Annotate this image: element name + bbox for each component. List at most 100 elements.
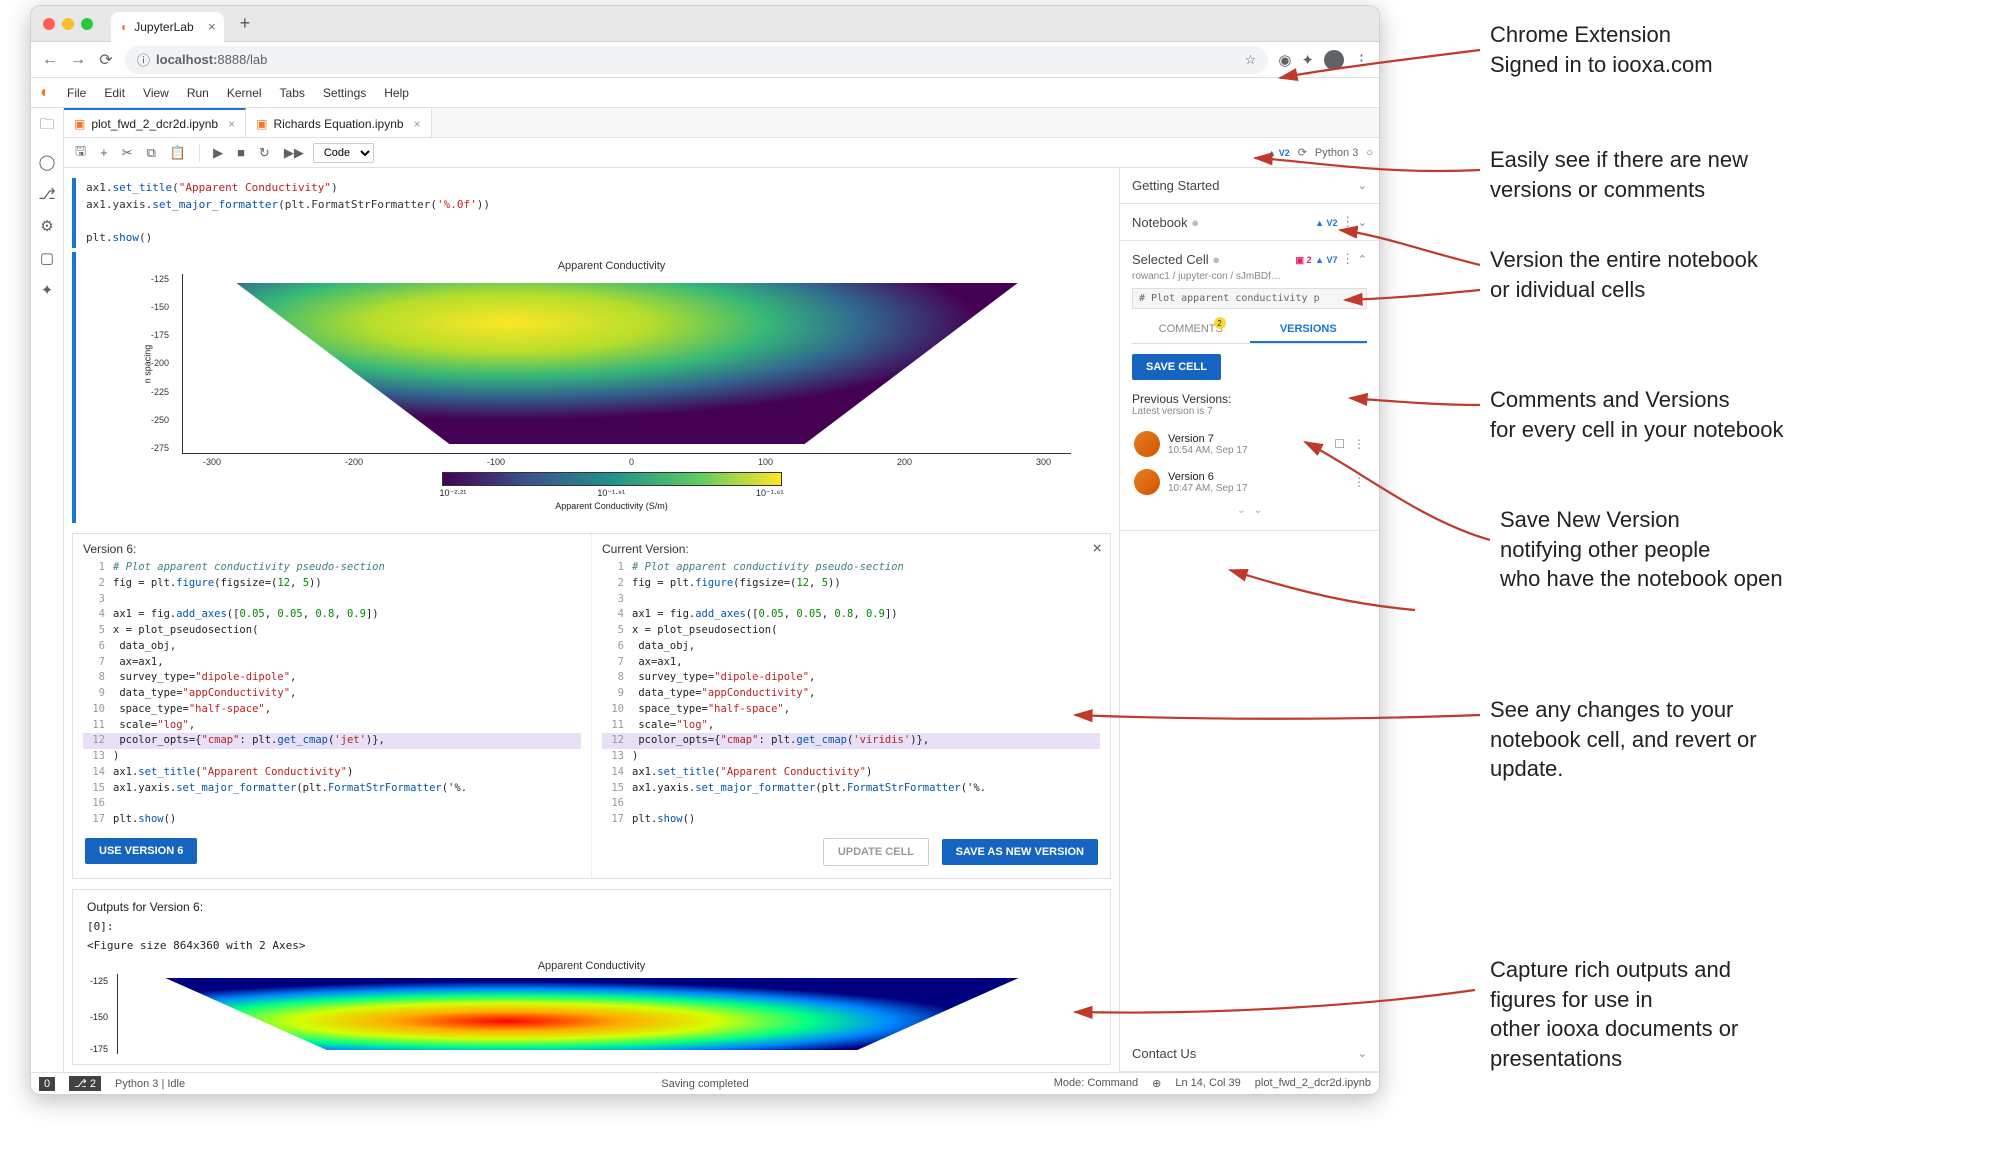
version-item[interactable]: Version 710:54 AM, Sep 17 ☐ ⋮ [1132, 425, 1367, 463]
close-icon[interactable]: × [228, 117, 235, 131]
code-block: 1# Plot apparent conductivity pseudo-sec… [83, 560, 581, 828]
url-path: 8888/lab [217, 52, 267, 67]
tabs-icon[interactable]: ▢ [40, 249, 54, 267]
bookmark-icon[interactable]: ☐ [1334, 437, 1345, 451]
avatar [1134, 469, 1160, 495]
diff-right-title: Current Version: [602, 542, 1100, 556]
menu-settings[interactable]: Settings [315, 82, 374, 104]
save-cell-button[interactable]: SAVE CELL [1132, 354, 1221, 380]
extension-manager-icon[interactable]: ✦ [41, 281, 54, 299]
chevron-up-icon: ⌃ [1358, 254, 1367, 266]
version-item[interactable]: Version 610:47 AM, Sep 17 ⋮ [1132, 463, 1367, 501]
extension-icon[interactable]: ◉ [1278, 51, 1291, 69]
chevron-down-icon: ⌄ [1358, 179, 1367, 192]
section-notebook[interactable]: Notebook ● ▲ V2 ⋮ ⌄ [1132, 214, 1367, 230]
kernel-status: Python 3 | Idle [115, 1078, 185, 1090]
browser-tab-title: JupyterLab [134, 20, 193, 34]
breadcrumb: rowanc1 / jupyter-con / sJmBDf… [1132, 271, 1367, 282]
section-selected-cell[interactable]: Selected Cell ● ▣ 2 ▲ V7 ⋮ ⌃ [1132, 251, 1367, 267]
browser-toolbar: ← → ⟳ ⓘ localhost:8888/lab ☆ ◉ ✦ ⋮ [31, 42, 1379, 78]
traffic-lights [43, 18, 93, 30]
annotation-text: Version the entire notebook or idividual… [1490, 245, 1758, 304]
files-icon[interactable]: 🗀 [39, 114, 54, 139]
reload-icon[interactable]: ⟳ [97, 50, 115, 70]
running-icon[interactable]: ◯ [39, 153, 56, 171]
section-contact-us[interactable]: Contact Us⌄ [1132, 1046, 1367, 1061]
jupyter-logo-icon: ◐ [31, 79, 59, 107]
version-diff-panel: × Version 6: 1# Plot apparent conductivi… [72, 533, 1111, 879]
kernel-status-icon: ○ [1366, 147, 1373, 159]
code-cell[interactable]: ax1.set_title("Apparent Conductivity") a… [82, 178, 1111, 248]
save-status: Saving completed [661, 1078, 748, 1090]
maximize-icon[interactable] [81, 18, 93, 30]
notebook-tab[interactable]: ▣ Richards Equation.ipynb × [246, 108, 431, 137]
back-icon[interactable]: ← [41, 51, 59, 69]
extensions-menu-icon[interactable]: ✦ [1301, 51, 1314, 69]
tab-label: plot_fwd_2_dcr2d.ipynb [91, 117, 218, 131]
close-icon[interactable] [43, 18, 55, 30]
git-icon[interactable]: ⎇ [38, 185, 55, 203]
close-tab-icon[interactable]: × [208, 19, 216, 34]
profile-avatar-icon[interactable] [1324, 50, 1344, 70]
browser-window: ◐ JupyterLab × + ← → ⟳ ⓘ localhost:8888/… [30, 5, 1380, 1095]
close-icon[interactable]: × [1092, 538, 1102, 557]
use-version-button[interactable]: USE VERSION 6 [85, 838, 197, 864]
section-getting-started[interactable]: Getting Started⌄ [1132, 178, 1367, 193]
save-button[interactable]: 🖫 [70, 139, 91, 167]
version-badge: ▲ V2 [1267, 148, 1289, 158]
menu-edit[interactable]: Edit [96, 82, 133, 104]
update-cell-button[interactable]: UPDATE CELL [823, 838, 929, 866]
restart-button[interactable]: ↻ [254, 142, 275, 164]
menu-tabs[interactable]: Tabs [272, 82, 313, 104]
add-cell-button[interactable]: + [95, 142, 113, 163]
output-index: [0]: [87, 920, 1096, 933]
annotations: Chrome Extension Signed in to iooxa.com … [1400, 0, 1990, 1100]
run-all-button[interactable]: ▶▶ [279, 142, 309, 164]
close-icon[interactable]: × [414, 117, 421, 131]
menu-file[interactable]: File [59, 82, 94, 104]
tab-versions[interactable]: VERSIONS [1250, 317, 1368, 343]
address-bar[interactable]: ⓘ localhost:8888/lab ☆ [125, 46, 1268, 74]
commands-icon[interactable]: ⚙ [40, 217, 53, 235]
more-icon[interactable]: ⋮ [1353, 437, 1365, 451]
copy-button[interactable]: ⧉ [142, 142, 161, 164]
minimize-icon[interactable] [62, 18, 74, 30]
chevron-down-icon: ⌄ [1358, 217, 1367, 229]
celltype-select[interactable]: Code [313, 143, 374, 163]
chevron-down-icon: ⌄ [1358, 1047, 1367, 1060]
code-block: 1# Plot apparent conductivity pseudo-sec… [602, 560, 1100, 828]
annotation-text: Save New Version notifying other people … [1500, 505, 1783, 594]
forward-icon[interactable]: → [69, 51, 87, 69]
jupyter-menubar: ◐ FileEditViewRunKernelTabsSettingsHelp [31, 78, 1379, 108]
cell-preview: # Plot apparent conductivity p [1132, 288, 1367, 309]
paste-button[interactable]: 📋 [165, 142, 191, 164]
run-button[interactable]: ▶ [208, 142, 228, 164]
save-new-version-button[interactable]: SAVE AS NEW VERSION [942, 839, 1098, 865]
figure-repr: <Figure size 864x360 with 2 Axes> [87, 939, 1096, 952]
browser-tabbar: ◐ JupyterLab × + [31, 6, 1379, 42]
menu-help[interactable]: Help [376, 82, 417, 104]
stop-button[interactable]: ■ [232, 142, 250, 163]
browser-menu-icon[interactable]: ⋮ [1354, 51, 1369, 69]
menu-view[interactable]: View [135, 82, 177, 104]
notebook-area: ax1.set_title("Apparent Conductivity") a… [64, 168, 1119, 1072]
menu-kernel[interactable]: Kernel [219, 82, 270, 104]
menu-run[interactable]: Run [179, 82, 217, 104]
diff-left-title: Version 6: [83, 542, 581, 556]
cut-button[interactable]: ✂ [117, 142, 138, 164]
output-chart: Apparent Conductivity -125-150-175-200-2… [152, 260, 1071, 511]
notebook-toolbar: 🖫 + ✂ ⧉ 📋 ▶ ■ ↻ ▶▶ Code ▲ V2 ⟳ Python 3 … [64, 138, 1379, 168]
browser-tab[interactable]: ◐ JupyterLab × [111, 12, 224, 42]
tab-comments[interactable]: COMMENTS2 [1132, 317, 1250, 343]
info-icon: ⓘ [137, 50, 150, 69]
annotation-text: Comments and Versions for every cell in … [1490, 385, 1784, 444]
kernel-name[interactable]: Python 3 [1315, 147, 1358, 159]
avatar [1134, 431, 1160, 457]
new-tab-button[interactable]: + [232, 13, 259, 34]
more-icon[interactable]: ⋮ [1353, 475, 1365, 489]
notebook-tab[interactable]: ▣ plot_fwd_2_dcr2d.ipynb × [64, 108, 246, 137]
sync-icon[interactable]: ⟳ [1298, 146, 1307, 159]
jupyter-left-sidebar: 🗀 ◯ ⎇ ⚙ ▢ ✦ [31, 108, 64, 1072]
tab-label: Richards Equation.ipynb [273, 117, 403, 131]
iooxa-side-panel: Getting Started⌄ Notebook ● ▲ V2 ⋮ ⌄ Sel… [1119, 168, 1379, 1072]
